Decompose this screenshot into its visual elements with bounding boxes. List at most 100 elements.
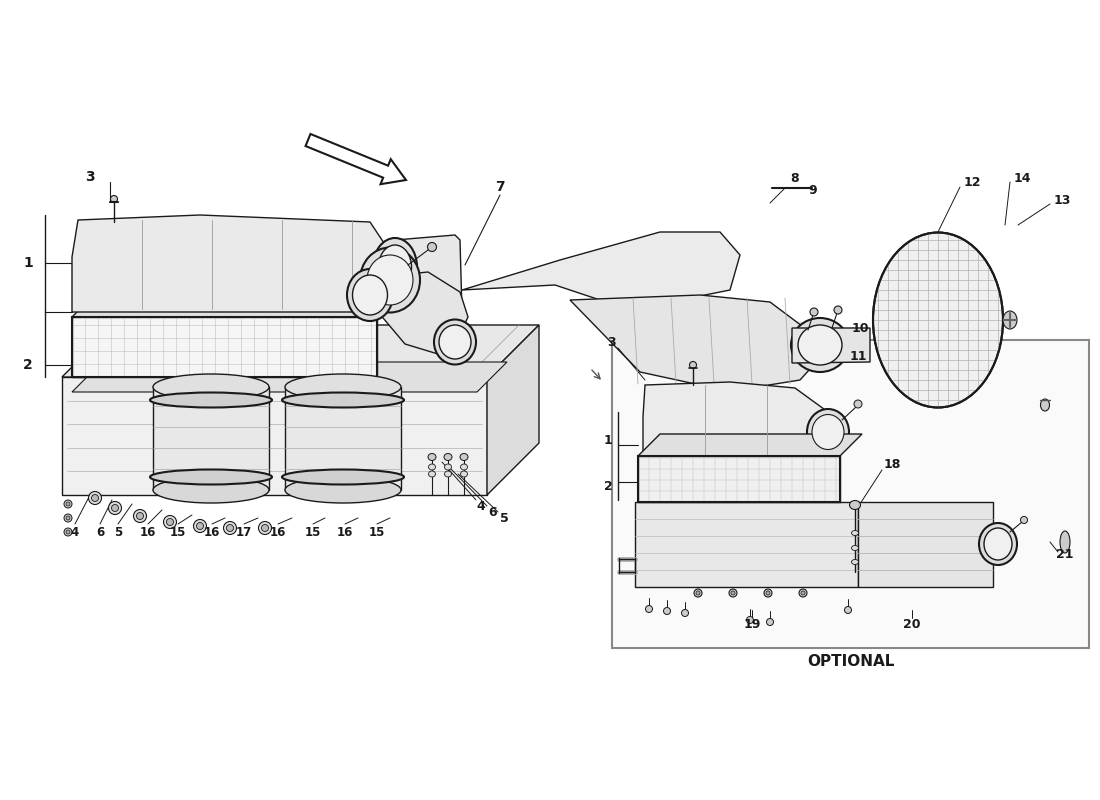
Ellipse shape: [873, 233, 1003, 407]
Ellipse shape: [109, 502, 121, 514]
Ellipse shape: [164, 515, 176, 529]
Text: 5: 5: [114, 526, 122, 538]
Text: 2: 2: [23, 358, 33, 372]
Ellipse shape: [133, 510, 146, 522]
Polygon shape: [644, 382, 828, 457]
Text: 2: 2: [604, 481, 613, 494]
Text: 6: 6: [96, 526, 104, 538]
Text: eurospares: eurospares: [713, 506, 888, 534]
Ellipse shape: [1003, 311, 1018, 329]
Ellipse shape: [690, 362, 696, 369]
Ellipse shape: [812, 414, 844, 450]
Ellipse shape: [694, 589, 702, 597]
Ellipse shape: [378, 245, 411, 289]
Polygon shape: [72, 362, 507, 392]
Ellipse shape: [66, 502, 70, 506]
Text: 14: 14: [1013, 171, 1031, 185]
Ellipse shape: [663, 607, 671, 614]
Text: 16: 16: [270, 526, 286, 538]
Text: 16: 16: [337, 526, 353, 538]
Text: 6: 6: [488, 506, 497, 518]
Ellipse shape: [444, 464, 451, 470]
Text: 1: 1: [604, 434, 613, 446]
Ellipse shape: [352, 275, 387, 315]
Ellipse shape: [984, 528, 1012, 560]
Ellipse shape: [729, 589, 737, 597]
Ellipse shape: [136, 513, 143, 519]
Ellipse shape: [227, 525, 233, 531]
Text: 10: 10: [851, 322, 869, 334]
Text: 20: 20: [903, 618, 921, 631]
Ellipse shape: [732, 591, 735, 595]
Ellipse shape: [1021, 517, 1027, 523]
Ellipse shape: [285, 374, 402, 400]
Ellipse shape: [197, 522, 204, 530]
Ellipse shape: [696, 591, 700, 595]
Ellipse shape: [1041, 399, 1049, 411]
Ellipse shape: [429, 464, 436, 470]
Ellipse shape: [223, 522, 236, 534]
Polygon shape: [462, 232, 740, 300]
Ellipse shape: [150, 393, 272, 407]
Ellipse shape: [851, 559, 858, 565]
Text: 11: 11: [849, 350, 867, 363]
Ellipse shape: [360, 247, 420, 313]
Bar: [612, 340, 1089, 648]
Ellipse shape: [798, 325, 842, 365]
Ellipse shape: [66, 530, 70, 534]
Text: 18: 18: [883, 458, 901, 471]
Ellipse shape: [91, 494, 99, 502]
Polygon shape: [858, 502, 993, 587]
Polygon shape: [62, 325, 539, 377]
Text: 9: 9: [808, 183, 817, 197]
Text: eurospares: eurospares: [634, 315, 826, 345]
Polygon shape: [72, 317, 377, 377]
Ellipse shape: [150, 470, 272, 485]
Ellipse shape: [444, 454, 452, 461]
Ellipse shape: [434, 319, 476, 365]
Ellipse shape: [460, 454, 467, 461]
Ellipse shape: [194, 519, 207, 533]
Ellipse shape: [979, 523, 1018, 565]
Text: 15: 15: [368, 526, 385, 538]
Text: 15: 15: [169, 526, 186, 538]
Ellipse shape: [373, 238, 417, 296]
Polygon shape: [635, 502, 858, 587]
Ellipse shape: [282, 393, 404, 407]
Ellipse shape: [64, 500, 72, 508]
Ellipse shape: [764, 589, 772, 597]
Text: OPTIONAL: OPTIONAL: [806, 654, 894, 669]
Ellipse shape: [258, 522, 272, 534]
Ellipse shape: [854, 400, 862, 408]
Ellipse shape: [88, 491, 101, 505]
Polygon shape: [62, 377, 487, 495]
Ellipse shape: [110, 195, 118, 202]
Text: 16: 16: [140, 526, 156, 538]
Ellipse shape: [153, 477, 270, 503]
Ellipse shape: [682, 610, 689, 617]
Text: 13: 13: [1054, 194, 1070, 206]
Ellipse shape: [851, 530, 858, 535]
Polygon shape: [285, 387, 402, 490]
Ellipse shape: [646, 606, 652, 613]
Ellipse shape: [791, 318, 849, 372]
Ellipse shape: [66, 516, 70, 520]
Text: eurospares: eurospares: [89, 295, 282, 325]
Polygon shape: [638, 434, 862, 456]
Text: eurospares: eurospares: [89, 386, 282, 414]
Ellipse shape: [834, 306, 842, 314]
Ellipse shape: [346, 269, 393, 321]
Polygon shape: [487, 325, 539, 495]
Polygon shape: [792, 328, 870, 363]
Ellipse shape: [428, 242, 437, 251]
Ellipse shape: [64, 514, 72, 522]
Ellipse shape: [461, 471, 468, 477]
Text: 7: 7: [495, 180, 505, 194]
Text: 5: 5: [499, 511, 508, 525]
Ellipse shape: [849, 501, 860, 510]
Ellipse shape: [428, 454, 436, 461]
Ellipse shape: [439, 325, 471, 359]
Text: 8: 8: [791, 171, 800, 185]
Ellipse shape: [64, 528, 72, 536]
Polygon shape: [72, 291, 403, 317]
